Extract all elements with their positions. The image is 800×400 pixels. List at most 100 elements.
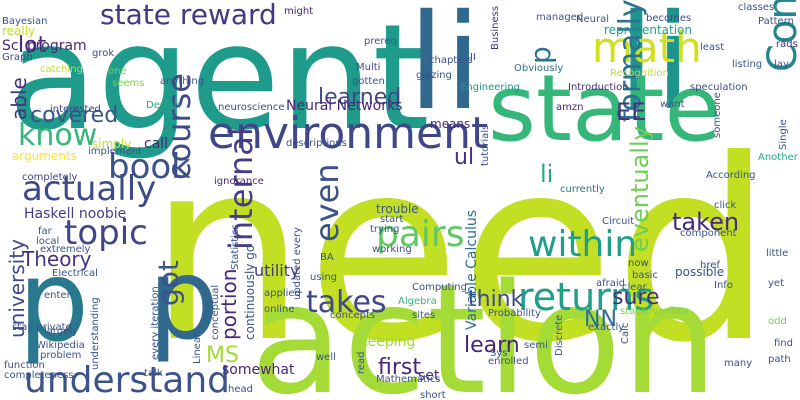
word-105: component [680, 228, 737, 239]
word-74: gotten [352, 76, 385, 87]
word-57: arguments [12, 149, 77, 163]
word-103: click [714, 200, 737, 211]
word-9: math [592, 23, 702, 72]
word-125: enrolled [488, 356, 529, 367]
word-106: href [700, 260, 720, 271]
word-69: Design [146, 100, 181, 111]
word-130: read [356, 351, 367, 374]
word-92: rads [776, 39, 798, 50]
word-139: Statistics [230, 224, 241, 270]
word-29: EE [616, 98, 646, 126]
word-3: li [618, 0, 691, 140]
word-159: working [372, 244, 412, 255]
word-10: Comp Sci [760, 0, 800, 72]
word-114: stackoverflow [620, 306, 689, 317]
word-142: every iteration [150, 286, 161, 360]
word-24: takes [306, 285, 387, 320]
word-108: afraid [596, 278, 625, 289]
word-91: least [700, 42, 724, 53]
word-83: Obviously [514, 63, 563, 74]
word-61: Bayesian [2, 16, 48, 27]
word-33: university [5, 239, 29, 338]
word-31: learned [318, 85, 401, 110]
word-60: set [418, 368, 440, 384]
word-148: function [4, 360, 45, 371]
word-136: BA [320, 252, 334, 263]
word-82: Introduction [568, 82, 629, 93]
word-161: tutorials [480, 125, 491, 166]
word-63: really [2, 24, 35, 38]
word-77: Engineering [460, 82, 520, 93]
word-28: p [524, 46, 557, 64]
word-35: portion [217, 269, 241, 340]
word-68: anything [160, 76, 204, 87]
word-137: updated every [292, 227, 303, 300]
word-65: grok [92, 48, 114, 59]
word-88: becomes [646, 13, 691, 24]
word-100: Another [758, 152, 799, 163]
word-107: little [766, 248, 788, 259]
word-99: Single [778, 119, 789, 150]
word-96: speculation [690, 82, 748, 93]
word-38: first [378, 355, 421, 380]
word-117: path [768, 354, 791, 365]
word-126: Computing [412, 282, 467, 293]
word-158: trying [370, 224, 399, 235]
word-151: enter [44, 290, 72, 301]
word-11: returns [518, 275, 654, 319]
word-143: talk [144, 368, 163, 379]
word-87: representation [604, 23, 692, 37]
word-132: short [420, 390, 446, 400]
word-62: Graph [2, 52, 33, 63]
word-141: Linear [192, 332, 203, 364]
word-134: online [264, 304, 295, 315]
word-46: Neural Networks [286, 98, 402, 114]
word-71: completely [22, 172, 77, 183]
word-146: Wikipedia [36, 340, 85, 351]
word-121: Discrete [554, 315, 565, 356]
word-154: extremely [40, 244, 91, 255]
word-153: largely [44, 326, 78, 337]
word-37: learn [464, 333, 520, 358]
word-2: action [250, 251, 718, 400]
word-79: prereq [364, 36, 397, 47]
word-8: environment [208, 108, 488, 159]
word-129: concepts [330, 310, 375, 321]
word-67: seems [112, 78, 144, 89]
word-85: managed [536, 12, 583, 23]
word-156: far [38, 226, 53, 237]
word-42: li [540, 160, 553, 188]
word-1: agent [8, 0, 430, 163]
word-115: odd [768, 316, 787, 327]
word-94: lay [774, 59, 789, 70]
word-95: Recognition [610, 68, 669, 79]
word-15: actually [22, 169, 156, 209]
word-12: understand [24, 360, 230, 400]
word-93: listing [732, 59, 762, 70]
word-122: Probability [488, 308, 541, 319]
word-7: state [488, 55, 721, 162]
word-145: understanding [90, 297, 101, 370]
word-128: Algebra [398, 296, 437, 307]
word-48: utility [254, 261, 300, 280]
word-119: exactly [588, 322, 624, 333]
word-111: Info [714, 280, 733, 291]
word-16: book [108, 147, 191, 187]
word-66: one [108, 66, 127, 77]
word-160: descriptions [286, 138, 347, 149]
word-84: might [284, 6, 313, 17]
word-90: Pattern [758, 16, 794, 27]
word-149: stay private [12, 322, 72, 333]
word-40: NN [584, 307, 617, 332]
word-101: According [706, 170, 756, 181]
word-18: course [160, 73, 198, 180]
word-138: applied [264, 288, 301, 299]
word-20: even [308, 163, 346, 242]
word-157: start [380, 214, 403, 225]
word-55: somewhat [222, 362, 295, 378]
word-23: formally [613, 0, 648, 122]
word-0: need [148, 106, 773, 397]
word-127: sites [412, 310, 435, 321]
word-5: p [18, 237, 89, 367]
